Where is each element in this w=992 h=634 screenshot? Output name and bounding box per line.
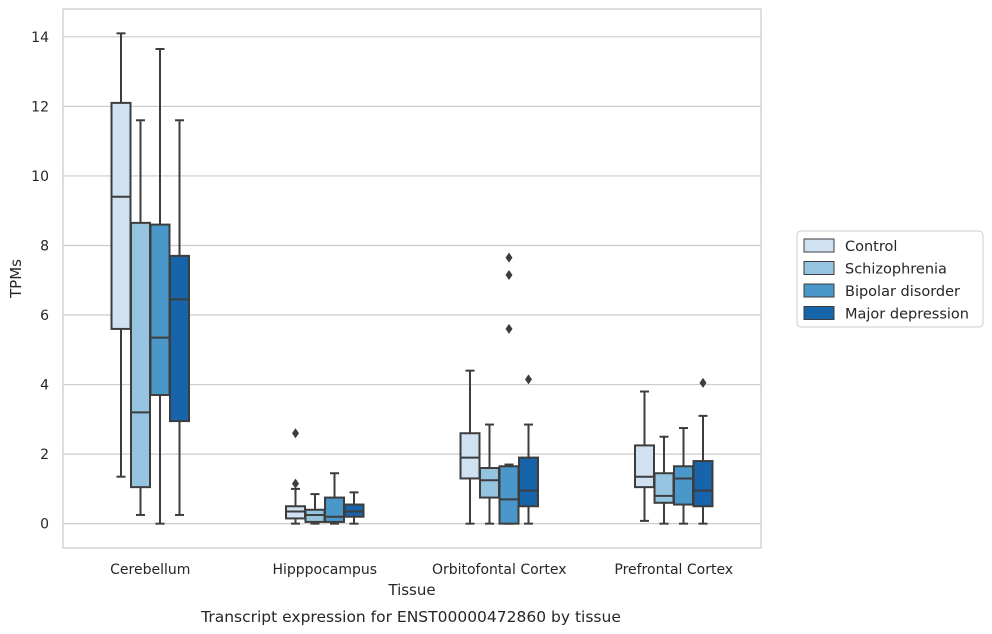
box-series-layer bbox=[110, 32, 714, 525]
y-tick-label: 4 bbox=[40, 378, 49, 394]
x-tick-label: Hipppocampus bbox=[272, 562, 377, 578]
legend-entry-label: Major depression bbox=[845, 307, 969, 323]
outlier-point bbox=[505, 252, 513, 263]
iqr-box bbox=[518, 456, 539, 508]
box-bipolar-disorder bbox=[324, 472, 345, 525]
outlier-point bbox=[699, 377, 707, 388]
y-tick-label: 14 bbox=[31, 30, 49, 46]
legend: Control Schizophrenia Bipolar disorder Majo… bbox=[796, 230, 984, 328]
iqr-box bbox=[498, 465, 520, 525]
outlier-point bbox=[505, 270, 513, 281]
box-schizophrenia bbox=[479, 423, 500, 525]
iqr-box bbox=[479, 467, 500, 499]
iqr-box bbox=[149, 223, 171, 396]
x-tick-label: Cerebellum bbox=[110, 562, 190, 578]
box-schizophrenia bbox=[304, 493, 326, 525]
box-control bbox=[459, 369, 481, 525]
outlier-point bbox=[292, 428, 299, 439]
legend-entry-label: Schizophrenia bbox=[845, 262, 947, 278]
y-axis-label: TPMs bbox=[7, 259, 25, 299]
x-tick-label: Prefrontal Cortex bbox=[614, 562, 733, 578]
y-tick-label: 8 bbox=[40, 238, 49, 254]
legend-entry-label: Bipolar disorder bbox=[845, 284, 960, 300]
legend-swatch bbox=[803, 306, 835, 320]
outlier-point bbox=[525, 374, 532, 385]
chart-caption: Transcript expression for ENST0000047286… bbox=[200, 608, 621, 626]
iqr-box bbox=[653, 472, 675, 504]
iqr-box bbox=[110, 101, 132, 330]
iqr-box bbox=[459, 432, 481, 480]
legend-entry-label: Control bbox=[845, 239, 897, 255]
iqr-box bbox=[169, 254, 190, 423]
y-tick-label: 2 bbox=[40, 447, 49, 463]
legend-swatch bbox=[803, 283, 835, 298]
box-major-depression bbox=[692, 377, 714, 525]
plot-area-frame bbox=[62, 8, 762, 549]
box-control bbox=[634, 390, 655, 522]
x-axis-ticks: Cerebellum Hipppocampus Orbitofontal Corte… bbox=[110, 562, 733, 578]
iqr-box bbox=[634, 444, 655, 489]
box-major-depression bbox=[343, 491, 365, 525]
x-tick-label: Orbitofontal Cortex bbox=[432, 562, 567, 578]
y-tick-label: 12 bbox=[31, 99, 49, 115]
y-tick-label: 0 bbox=[40, 517, 49, 533]
box-control bbox=[285, 428, 306, 525]
box-bipolar-disorder bbox=[498, 252, 520, 525]
box-schizophrenia bbox=[653, 435, 675, 525]
box-major-depression bbox=[169, 119, 190, 516]
iqr-box bbox=[673, 465, 694, 506]
legend-swatch bbox=[803, 238, 835, 253]
iqr-box bbox=[130, 221, 151, 489]
iqr-box bbox=[324, 496, 345, 523]
x-axis-label: Tissue bbox=[387, 581, 435, 599]
box-schizophrenia bbox=[130, 119, 151, 516]
y-axis-ticks: 0 2 4 6 8 10 12 14 bbox=[31, 30, 49, 533]
box-bipolar-disorder bbox=[149, 47, 171, 525]
legend-frame bbox=[796, 230, 984, 328]
y-tick-label: 6 bbox=[40, 308, 49, 324]
outlier-point bbox=[292, 478, 299, 489]
box-major-depression bbox=[518, 374, 539, 525]
legend-swatch bbox=[803, 261, 835, 275]
box-control bbox=[110, 32, 132, 478]
box-bipolar-disorder bbox=[673, 427, 694, 525]
y-tick-label: 10 bbox=[31, 169, 49, 185]
iqr-box bbox=[692, 460, 714, 508]
outlier-point bbox=[505, 323, 513, 334]
